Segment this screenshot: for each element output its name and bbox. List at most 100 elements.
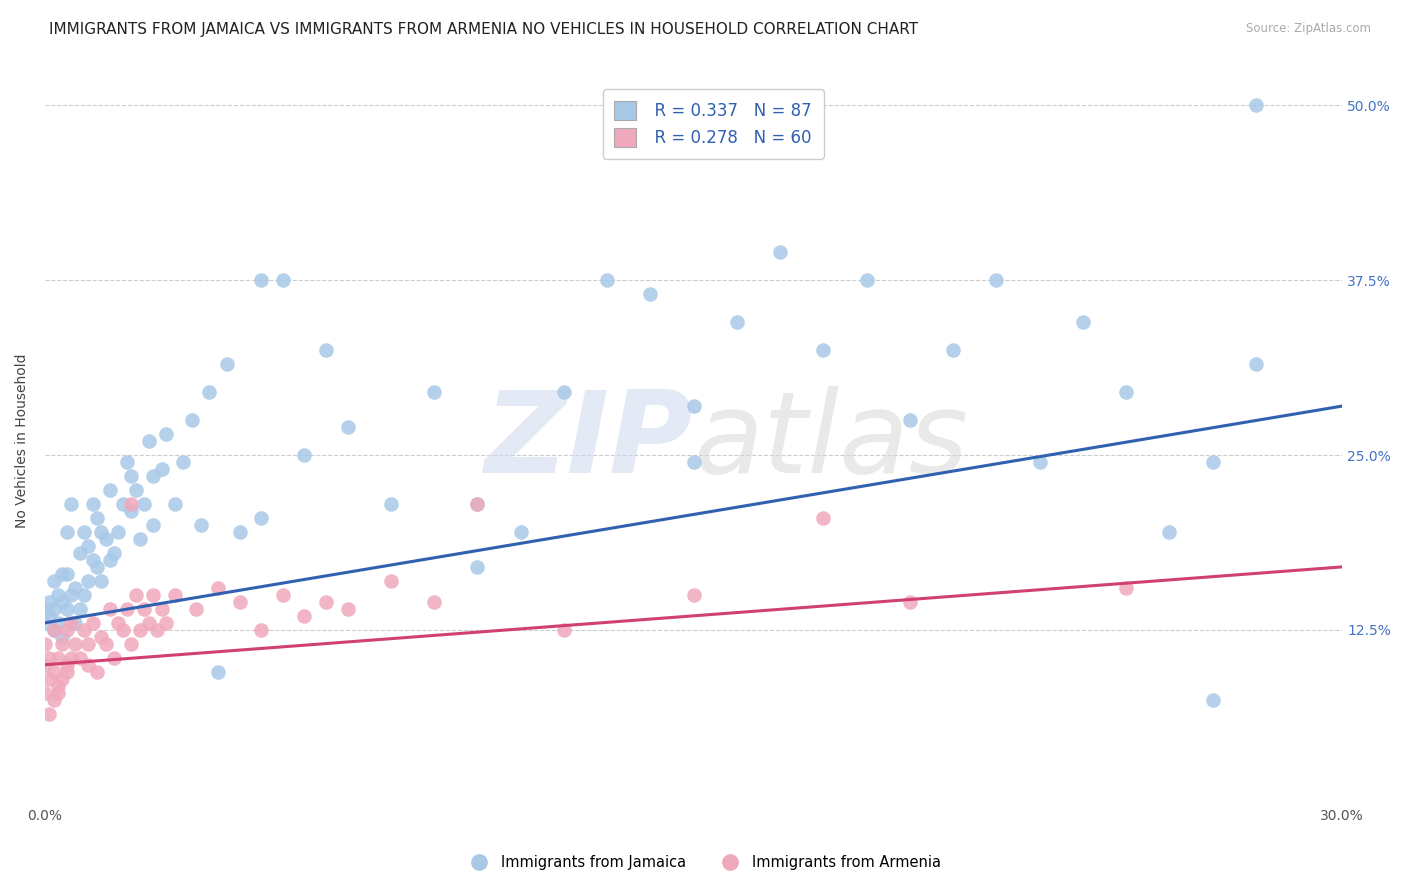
Point (215, 357, 238, 371)
Point (94, 637, 117, 651)
Point (34, 602, 56, 616)
Y-axis label: No Vehicles in Household: No Vehicles in Household (15, 354, 30, 528)
Point (86, 511, 108, 525)
Point (142, 517, 165, 532)
Point (138, 615, 160, 630)
Point (198, 385, 221, 400)
Point (172, 455, 194, 469)
Point (380, 574, 402, 588)
Point (682, 588, 704, 602)
Point (682, 399, 704, 413)
Point (467, 560, 489, 574)
Point (38, 672, 60, 686)
Point (294, 608, 316, 623)
Point (142, 588, 165, 602)
Point (271, 588, 294, 602)
Point (120, 637, 142, 651)
Point (509, 524, 531, 539)
Text: ZIP: ZIP (485, 385, 693, 497)
Point (73, 524, 96, 539)
Point (129, 532, 152, 546)
Point (315, 595, 337, 609)
Point (86, 665, 108, 679)
Point (82, 615, 104, 630)
Point (51, 672, 73, 686)
Point (65, 581, 87, 595)
Text: atlas: atlas (693, 385, 969, 497)
Point (103, 546, 125, 560)
Point (46, 686, 69, 700)
Point (46, 679, 69, 693)
Point (46, 588, 69, 602)
Point (315, 343, 337, 358)
Point (190, 517, 212, 532)
Point (69, 546, 91, 560)
Point (596, 273, 619, 287)
Point (640, 287, 662, 301)
Point (38, 650, 60, 665)
Point (1201, 692, 1223, 706)
Point (942, 343, 965, 358)
Point (34, 637, 56, 651)
Point (55, 566, 77, 581)
Point (111, 623, 134, 637)
Point (155, 615, 177, 630)
Point (98, 602, 121, 616)
Point (111, 497, 134, 511)
Legend:   R = 0.337   N = 87,   R = 0.278   N = 60: R = 0.337 N = 87, R = 0.278 N = 60 (603, 89, 824, 159)
Point (59, 615, 82, 630)
Point (1244, 357, 1267, 371)
Point (129, 623, 152, 637)
Point (120, 504, 142, 518)
Point (98, 483, 121, 497)
Point (1201, 455, 1223, 469)
Point (813, 343, 835, 358)
Point (813, 511, 835, 525)
Point (125, 588, 148, 602)
Point (986, 273, 1008, 287)
Point (42, 692, 65, 706)
Text: IMMIGRANTS FROM JAMAICA VS IMMIGRANTS FROM ARMENIA NO VEHICLES IN HOUSEHOLD CORR: IMMIGRANTS FROM JAMAICA VS IMMIGRANTS FR… (49, 22, 918, 37)
Point (90, 574, 112, 588)
Point (34, 615, 56, 630)
Point (336, 602, 359, 616)
Point (146, 623, 169, 637)
Point (51, 637, 73, 651)
Point (42, 574, 65, 588)
Point (42, 623, 65, 637)
Point (90, 630, 112, 644)
Point (134, 497, 156, 511)
Point (336, 420, 359, 434)
Point (90, 524, 112, 539)
Point (423, 385, 446, 400)
Point (186, 602, 208, 616)
Point (86, 560, 108, 574)
Point (46, 615, 69, 630)
Point (34, 657, 56, 672)
Point (1071, 315, 1094, 329)
Point (207, 665, 229, 679)
Point (107, 615, 129, 630)
Point (250, 511, 273, 525)
Point (77, 637, 100, 651)
Point (51, 566, 73, 581)
Point (55, 602, 77, 616)
Point (38, 608, 60, 623)
Point (898, 595, 921, 609)
Point (1159, 524, 1181, 539)
Point (294, 448, 316, 462)
Point (42, 623, 65, 637)
Point (55, 524, 77, 539)
Point (163, 497, 186, 511)
Point (553, 623, 575, 637)
Point (69, 650, 91, 665)
Point (82, 497, 104, 511)
Point (898, 413, 921, 427)
Point (120, 497, 142, 511)
Point (94, 532, 117, 546)
Point (855, 273, 877, 287)
Point (1244, 98, 1267, 112)
Point (120, 469, 142, 483)
Point (250, 273, 273, 287)
Point (77, 539, 100, 553)
